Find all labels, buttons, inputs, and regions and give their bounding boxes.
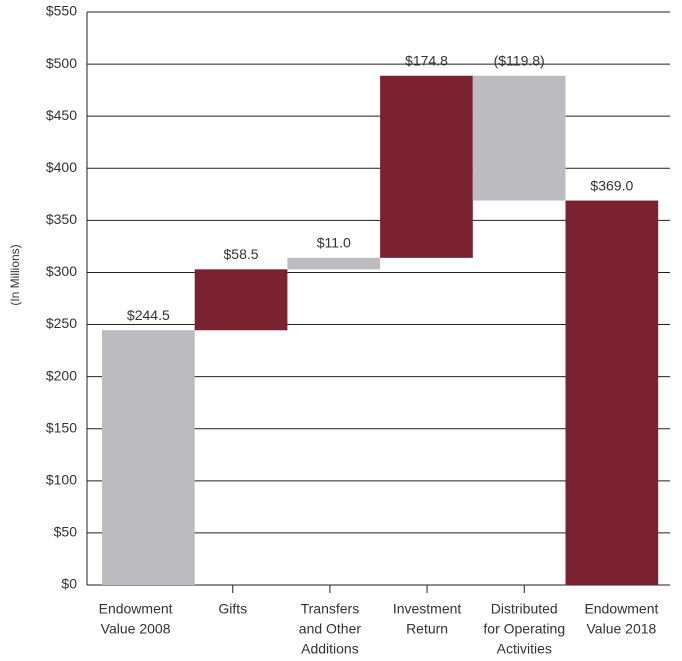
x-tick-label: Endowment [99, 601, 173, 617]
value-label: $174.8 [405, 52, 448, 68]
value-label: ($119.8) [494, 52, 545, 68]
y-tick-label: $50 [54, 524, 78, 540]
bar [194, 269, 288, 331]
value-label: $58.5 [224, 246, 259, 262]
x-tick-label: Distributed [491, 601, 558, 617]
y-tick-label: $400 [46, 159, 77, 175]
bar [102, 330, 195, 585]
x-tick-label: Gifts [218, 601, 247, 617]
x-tick-label: Value 2008 [101, 621, 171, 637]
bar [287, 257, 381, 270]
x-tick-label: Additions [301, 641, 359, 657]
x-tick-label: and Other [299, 621, 362, 637]
y-tick-label: $550 [46, 3, 77, 19]
x-tick-label: Transfers [301, 601, 360, 617]
value-label: $369.0 [590, 177, 633, 193]
y-tick-label: $150 [46, 419, 77, 435]
y-tick-label: $100 [46, 472, 77, 488]
y-tick-label: $500 [46, 55, 77, 71]
bar [380, 75, 473, 258]
x-tick-label: Value 2018 [587, 621, 657, 637]
y-tick-label: $450 [46, 107, 77, 123]
bar [565, 200, 659, 585]
value-label: $11.0 [317, 235, 351, 251]
x-tick-label: Investment [393, 601, 462, 617]
bar [472, 75, 566, 201]
x-tick-label: for Operating [483, 621, 565, 637]
x-tick-label: Endowment [584, 601, 658, 617]
y-axis-label: (In Millions) [8, 244, 22, 305]
x-tick-label: Activities [497, 641, 552, 657]
value-label: $244.5 [127, 307, 170, 323]
y-tick-label: $200 [46, 367, 77, 383]
y-tick-label: $350 [46, 211, 77, 227]
y-tick-label: $300 [46, 263, 77, 279]
y-tick-label: $250 [46, 315, 77, 331]
y-tick-label: $0 [61, 576, 77, 592]
x-tick-label: Return [406, 621, 448, 637]
